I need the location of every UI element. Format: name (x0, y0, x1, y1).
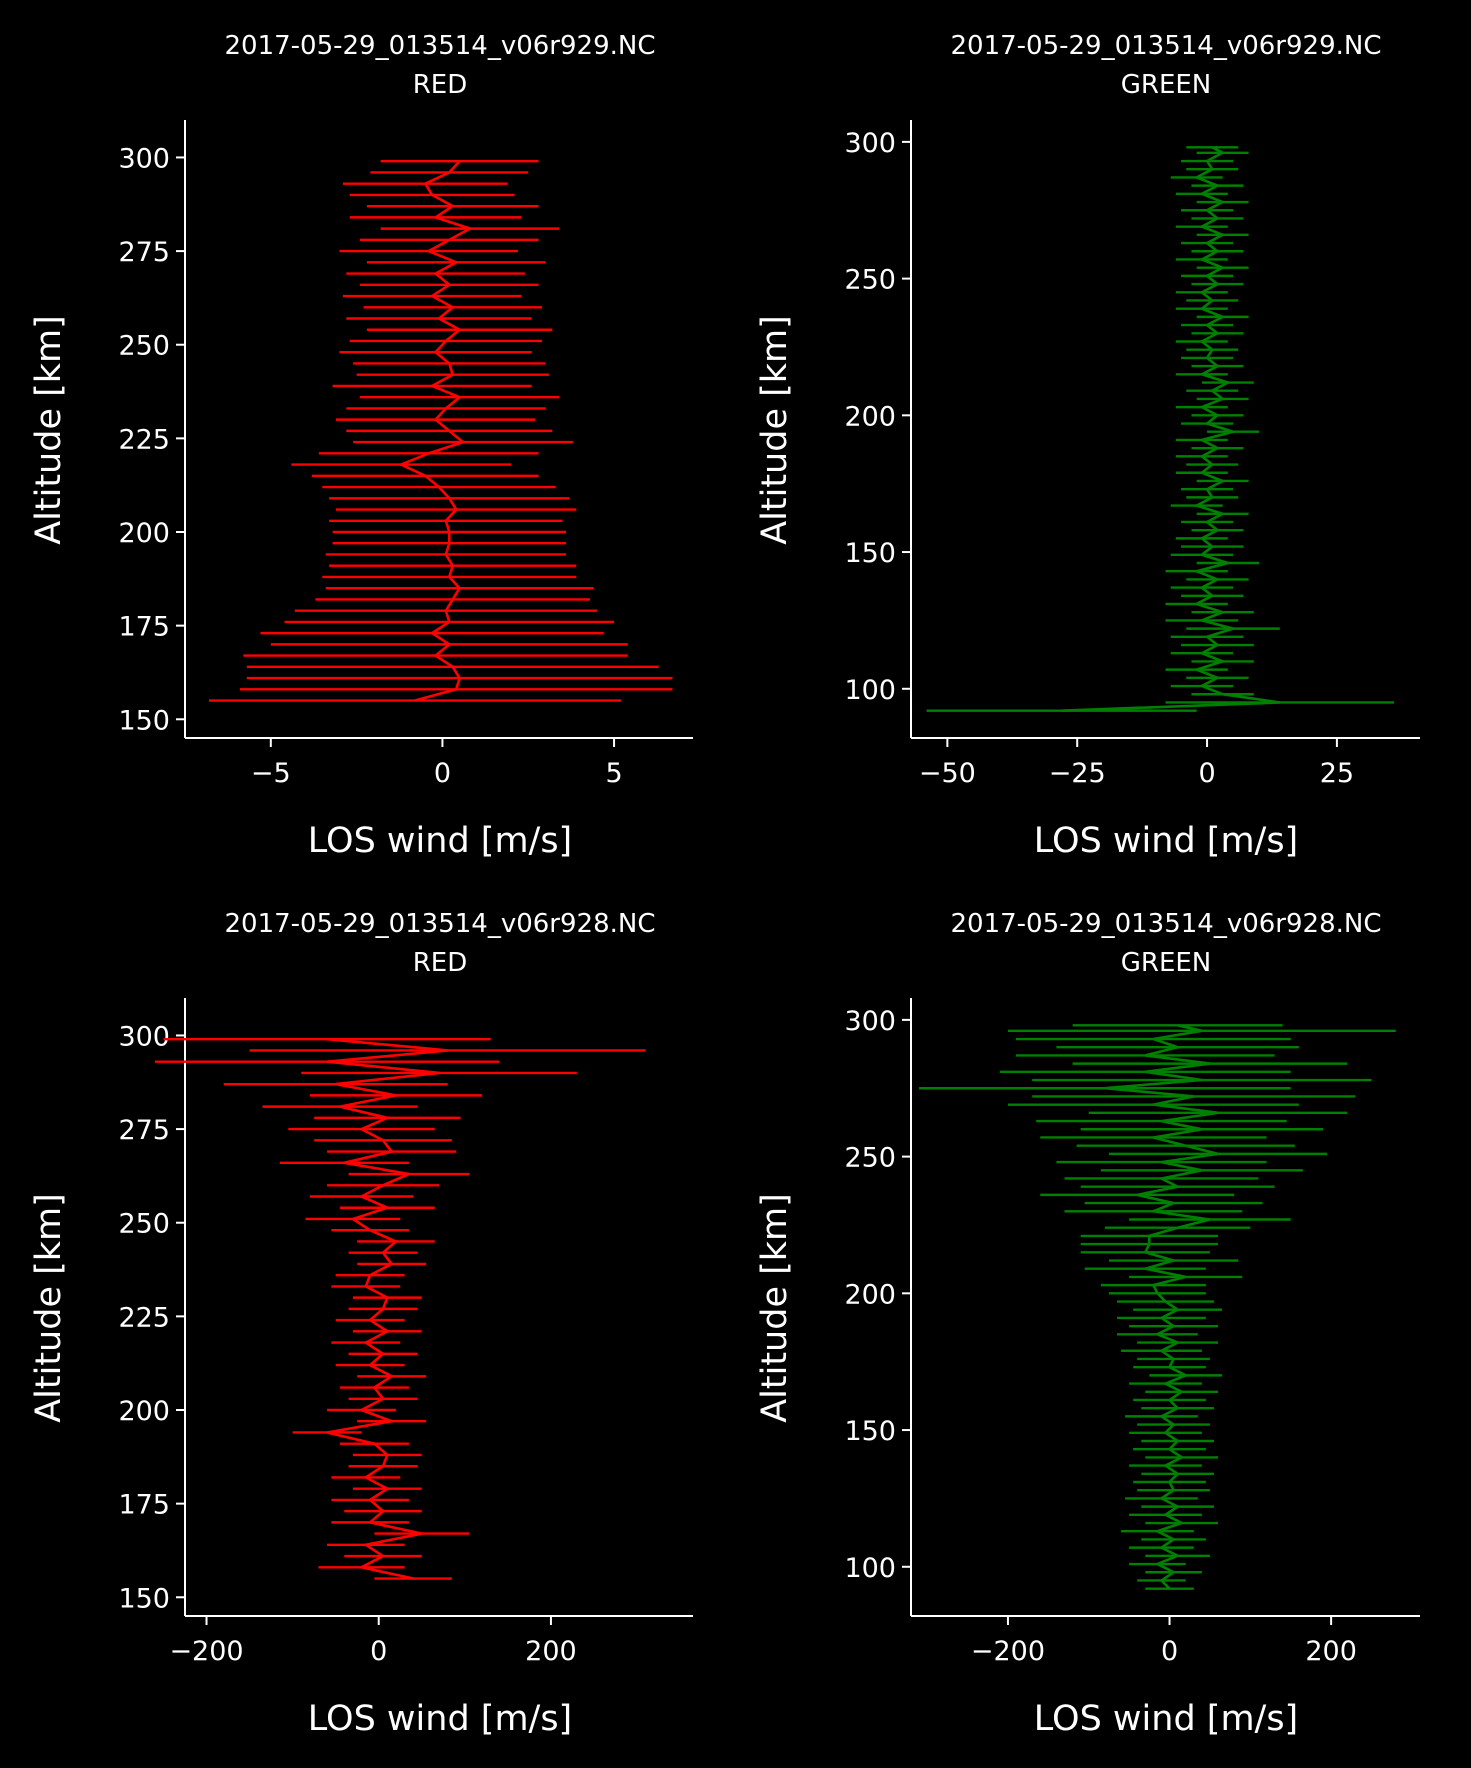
plot-area-0: −5 0 5 150 175 200 225 250 275 300 (118, 120, 693, 789)
x-tick-label: −200 (169, 1636, 243, 1667)
panel-title: 2017-05-29_013514_v06r928.NC (224, 909, 655, 939)
y-tick-label: 150 (118, 705, 170, 736)
wind-profile-line (1061, 146, 1280, 712)
y-tick-label: 300 (118, 1021, 170, 1052)
x-tick-label: 200 (1305, 1636, 1357, 1667)
x-axis-label: LOS wind [m/s] (1034, 821, 1298, 861)
x-tick-label: 0 (1161, 1636, 1178, 1667)
panel-title: 2017-05-29_013514_v06r929.NC (224, 31, 655, 61)
panel-subtitle: RED (413, 70, 468, 100)
y-tick-label: 200 (844, 1279, 896, 1310)
y-tick-label: 300 (844, 128, 896, 159)
y-tick-label: 175 (118, 1490, 170, 1521)
y-tick-label: 250 (118, 331, 170, 362)
y-tick-label: 200 (118, 1396, 170, 1427)
y-tick-label: 150 (844, 1416, 896, 1447)
y-tick-label: 225 (118, 1302, 170, 1333)
x-axis-label: LOS wind [m/s] (308, 1699, 572, 1739)
y-tick-label: 250 (844, 1143, 896, 1174)
y-tick-label: 225 (118, 424, 170, 455)
x-tick-label: −5 (251, 758, 291, 789)
x-tick-label: −50 (919, 758, 976, 789)
panel-green-v06r928: 2017-05-29_013514_v06r928.NC GREEN LOS w… (755, 909, 1382, 1739)
panel-subtitle: GREEN (1121, 948, 1212, 978)
wind-profile-line (1104, 1024, 1219, 1590)
y-tick-label: 275 (118, 1115, 170, 1146)
x-tick-label: 0 (1198, 758, 1215, 789)
y-tick-label: 150 (844, 538, 896, 569)
wind-profile-line (326, 1037, 448, 1580)
panel-title: 2017-05-29_013514_v06r929.NC (950, 31, 1381, 61)
x-tick-label: 25 (1320, 758, 1354, 789)
y-axis-label: Altitude [km] (755, 315, 795, 545)
y-axis-label: Altitude [km] (755, 1193, 795, 1423)
panel-subtitle: RED (413, 948, 468, 978)
panel-green-v06r929: 2017-05-29_013514_v06r929.NC GREEN LOS w… (755, 31, 1382, 861)
x-tick-label: 200 (525, 1636, 577, 1667)
data-series-0 (154, 1037, 646, 1580)
y-tick-label: 150 (118, 1583, 170, 1614)
x-tick-label: 5 (605, 758, 622, 789)
plot-area-2: −200 0 200 150 175 200 225 250 275 300 (118, 998, 693, 1667)
data-series-0 (919, 1024, 1396, 1590)
x-axis-label: LOS wind [m/s] (1034, 1699, 1298, 1739)
y-tick-label: 250 (118, 1209, 170, 1240)
panel-red-v06r928: 2017-05-29_013514_v06r928.NC RED LOS win… (29, 909, 656, 1739)
y-tick-label: 100 (844, 1553, 896, 1584)
y-tick-label: 275 (118, 237, 170, 268)
y-axis-label: Altitude [km] (29, 1193, 69, 1423)
x-tick-label: 0 (434, 758, 451, 789)
wind-profile-line (397, 160, 474, 702)
panel-title: 2017-05-29_013514_v06r928.NC (950, 909, 1381, 939)
x-tick-label: −25 (1049, 758, 1106, 789)
y-tick-label: 200 (118, 518, 170, 549)
x-axis-label: LOS wind [m/s] (308, 821, 572, 861)
x-tick-label: −200 (971, 1636, 1045, 1667)
plot-area-1: −50 −25 0 25 100 150 200 250 300 (844, 120, 1420, 789)
data-series-0 (926, 146, 1395, 712)
y-tick-label: 100 (844, 675, 896, 706)
plot-area-3: −200 0 200 100 150 200 250 300 (844, 998, 1420, 1667)
y-tick-label: 250 (844, 265, 896, 296)
data-series-0 (209, 159, 673, 702)
y-tick-label: 300 (844, 1006, 896, 1037)
x-tick-label: 0 (370, 1636, 387, 1667)
y-tick-label: 200 (844, 401, 896, 432)
y-tick-label: 300 (118, 143, 170, 174)
y-tick-label: 175 (118, 612, 170, 643)
panel-subtitle: GREEN (1121, 70, 1212, 100)
y-axis-label: Altitude [km] (29, 315, 69, 545)
panel-red-v06r929: 2017-05-29_013514_v06r929.NC RED LOS win… (29, 31, 656, 861)
